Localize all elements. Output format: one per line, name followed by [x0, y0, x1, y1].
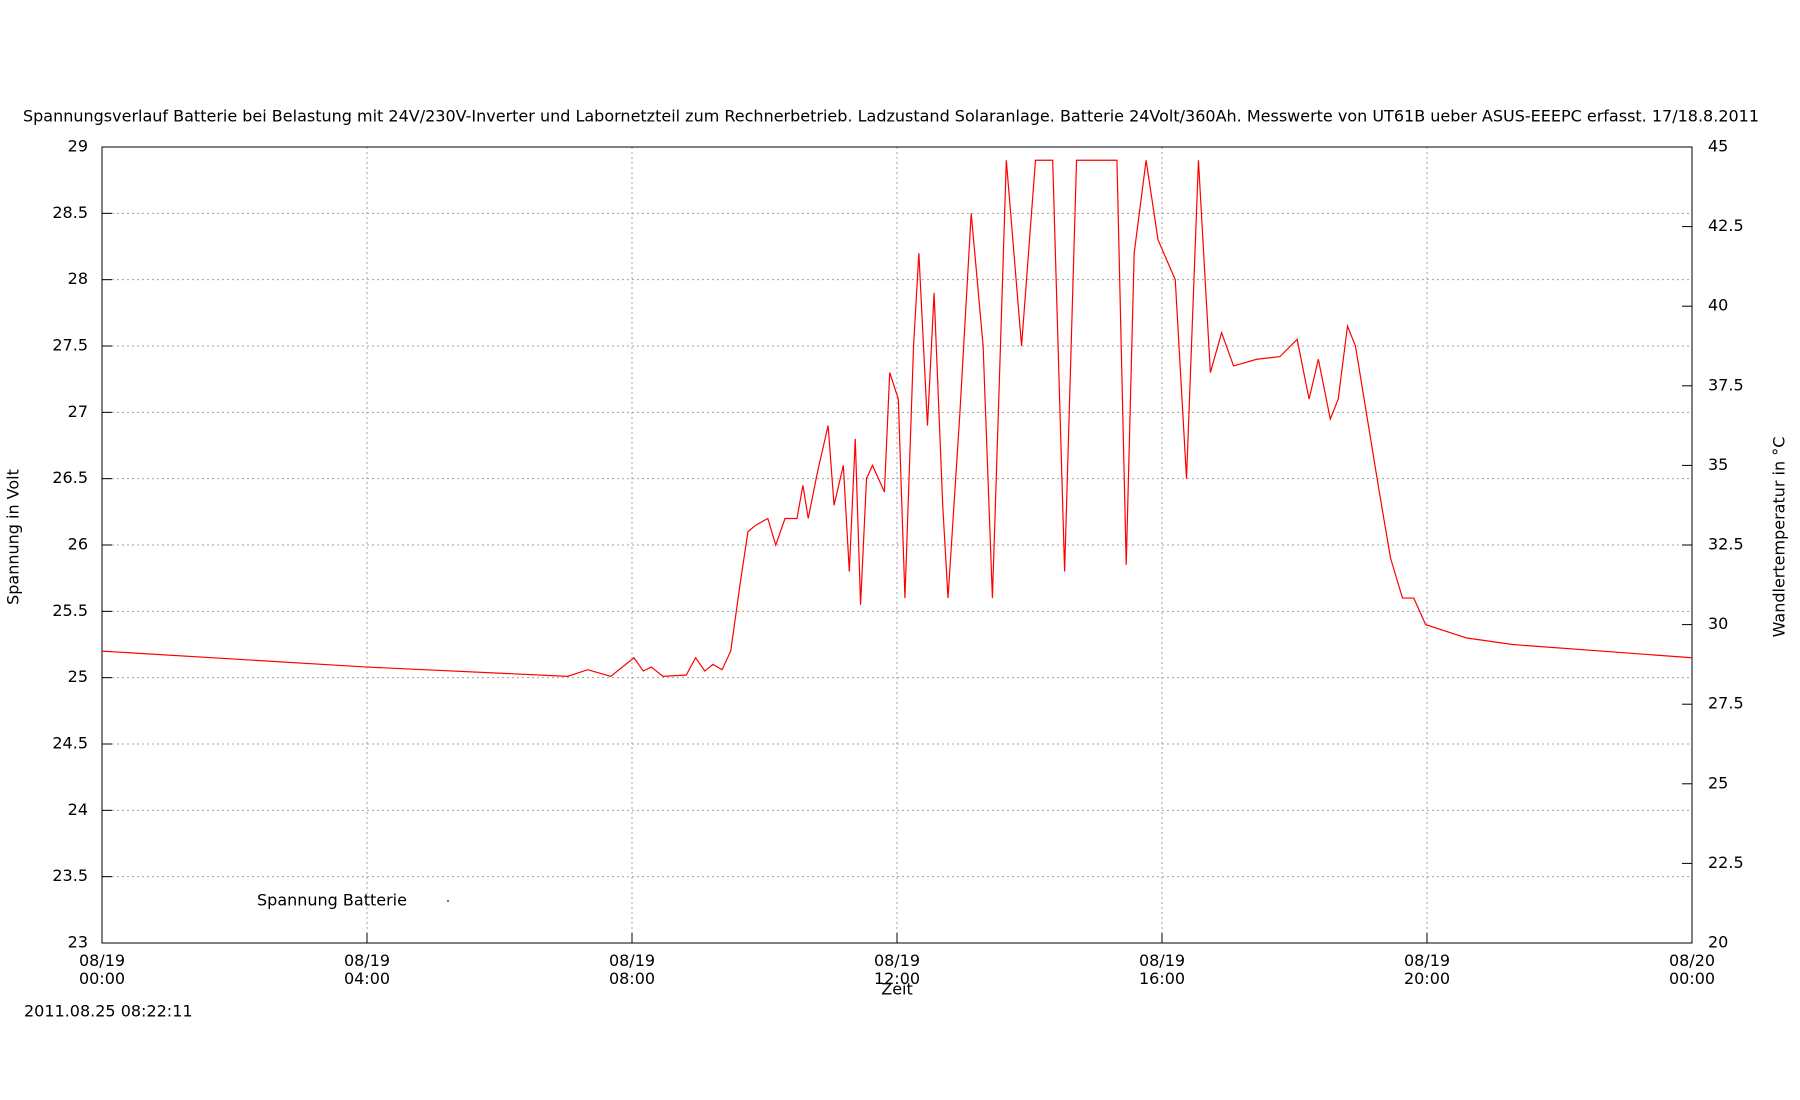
timestamp: 2011.08.25 08:22:11	[24, 1002, 193, 1021]
y2-axis-label: Wandlertemperatur in °C	[1770, 437, 1789, 638]
y2-tick-label: 42.5	[1708, 216, 1744, 235]
y-tick-label: 27	[68, 402, 88, 421]
legend-label: Spannung Batterie	[257, 891, 407, 910]
y-tick-label: 27.5	[52, 336, 88, 355]
y2-tick-label: 27.5	[1708, 694, 1744, 713]
y2-tick-label: 22.5	[1708, 853, 1744, 872]
y-tick-label: 25	[68, 667, 88, 686]
y-tick-label: 23	[68, 933, 88, 952]
y-tick-label: 26.5	[52, 468, 88, 487]
chart-title: Spannungsverlauf Batterie bei Belastung …	[23, 107, 1759, 126]
x-tick-label: 08/20 00:00	[1668, 951, 1716, 988]
y-tick-label: 24.5	[52, 734, 88, 753]
y-tick-label: 25.5	[52, 601, 88, 620]
x-axis-label: Zeit	[881, 980, 913, 999]
x-tick-label: 08/19 20:00	[1403, 951, 1451, 988]
y2-tick-label: 45	[1708, 137, 1728, 156]
y2-tick-label: 35	[1708, 455, 1728, 474]
y2-tick-label: 20	[1708, 933, 1728, 952]
y-tick-label: 28.5	[52, 203, 88, 222]
x-tick-label: 08/19 04:00	[343, 951, 391, 988]
y2-tick-label: 25	[1708, 773, 1728, 792]
y-tick-label: 26	[68, 535, 88, 554]
y2-tick-label: 37.5	[1708, 375, 1744, 394]
x-tick-label: 08/19 08:00	[608, 951, 656, 988]
y-tick-label: 23.5	[52, 866, 88, 885]
x-tick-label: 08/19 00:00	[78, 951, 126, 988]
data-line	[101, 159, 1693, 678]
y-axis-label: Spannung in Volt	[4, 469, 23, 605]
x-tick-label: 08/19 16:00	[1138, 951, 1186, 988]
y2-tick-label: 40	[1708, 296, 1728, 315]
x-tick-label: 08/19 12:00	[873, 951, 921, 988]
y-tick-label: 28	[68, 269, 88, 288]
y2-tick-label: 32.5	[1708, 535, 1744, 554]
y-tick-label: 29	[68, 137, 88, 156]
plot-frame	[101, 146, 1693, 944]
y-tick-label: 24	[68, 800, 88, 819]
y2-tick-label: 30	[1708, 614, 1728, 633]
